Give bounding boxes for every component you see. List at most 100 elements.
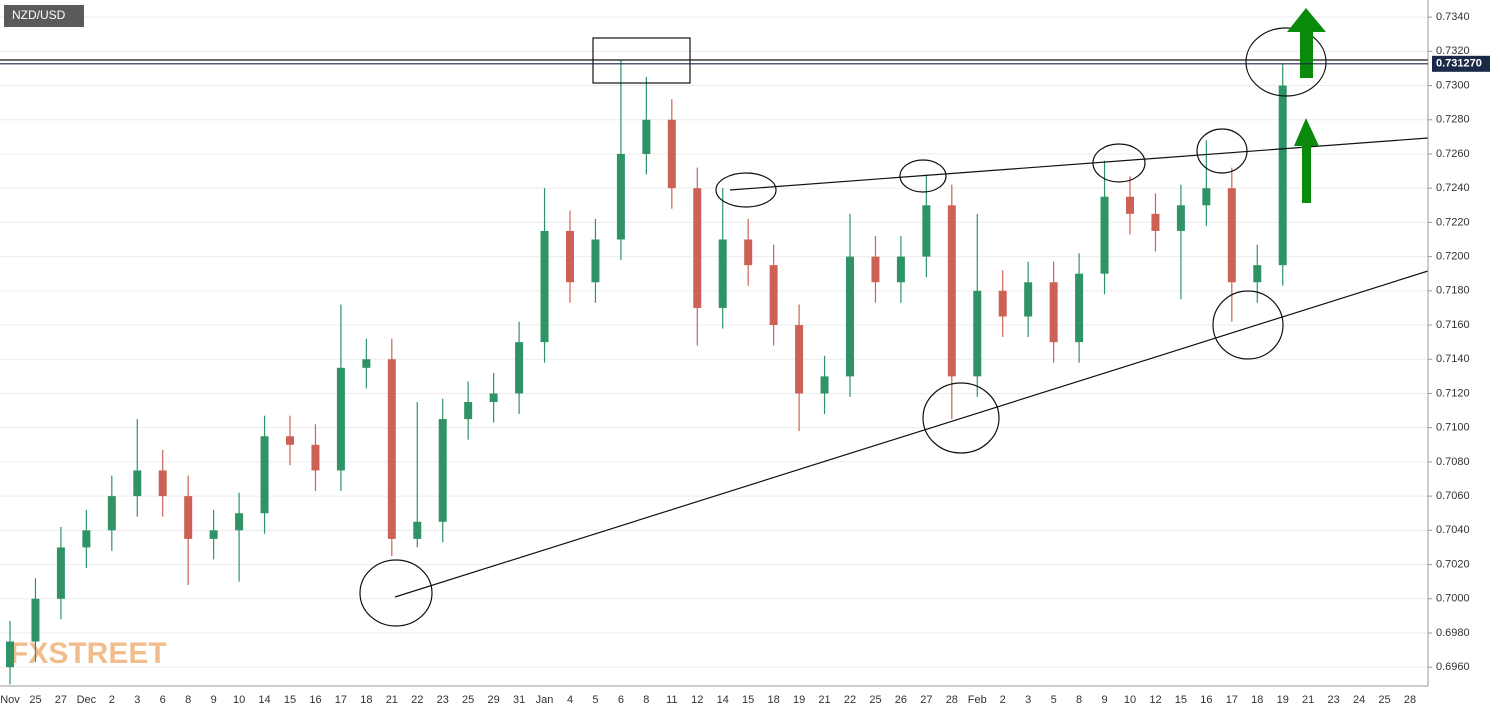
candle-body [1176,205,1185,231]
x-tick-label: 2 [1000,694,1006,706]
x-tick-label: 11 [666,694,677,706]
circle [1245,27,1327,97]
candle-body [642,119,651,154]
x-tick-label: Jan [536,694,554,706]
circle [1212,290,1284,360]
x-tick-label: 25 [462,694,474,706]
candle-body [56,547,65,599]
candle-body [387,359,396,539]
x-tick-label: 21 [1302,694,1314,706]
x-tick-label: 18 [360,694,372,706]
x-tick-label: 21 [386,694,398,706]
candle-body [1151,213,1160,231]
candle-body [795,325,804,394]
y-tick-label: 0.7240 [1436,182,1470,194]
lower-trendline [394,270,1429,598]
candle-body [1100,196,1109,274]
candle-body [846,256,854,377]
candle-body [260,436,269,514]
candle-body [693,188,702,308]
candle-body [515,342,524,394]
candle-body [362,359,371,368]
candle-body [896,256,905,283]
candle-body [998,290,1007,317]
x-tick-label: 28 [1404,694,1416,706]
arrow-up [1294,118,1319,203]
x-tick-label: 18 [768,694,780,706]
x-tick-label: Dec [77,694,97,706]
candle-body [107,496,116,531]
circle [1196,128,1248,174]
upper-trendline [729,137,1429,191]
x-tick-label: 9 [1101,694,1107,706]
candle-body [464,402,473,420]
x-tick-label: 27 [920,694,932,706]
x-tick-label: 14 [717,694,729,706]
y-tick-label: 0.7020 [1436,558,1470,570]
candle-body [31,598,40,642]
x-tick-label: 15 [742,694,754,706]
candle-body [871,256,880,283]
circle [922,382,1000,454]
x-tick-label: 17 [335,694,347,706]
x-tick-label: 8 [185,694,191,706]
x-tick-label: 15 [284,694,296,706]
x-tick-label: 31 [513,694,525,706]
candle-body [184,496,193,539]
candle-body [1024,282,1033,317]
x-tick-label: 23 [1328,694,1340,706]
x-tick-label: 28 [946,694,958,706]
circle [715,172,777,208]
circle [359,559,433,627]
title-box [4,5,84,27]
x-tick-label: Nov [0,694,20,706]
candle-body [413,521,422,539]
candle-body [922,205,931,257]
candle-body [235,513,244,531]
candle-body [744,239,753,266]
candle-body [158,470,167,497]
x-tick-label: 12 [691,694,703,706]
candle-body [718,239,727,308]
x-tick-label: 21 [818,694,830,706]
y-tick-label: 0.7320 [1436,45,1470,57]
x-tick-label: 8 [643,694,649,706]
y-tick-label: 0.7140 [1436,353,1470,365]
candle-body [489,393,498,403]
circle [1092,143,1146,183]
x-tick-label: 17 [1226,694,1238,706]
x-tick-label: 25 [1378,694,1390,706]
box [592,37,691,84]
candle-body [616,153,625,240]
candles [6,59,1287,685]
candle-body [1049,282,1058,343]
candle-body [82,530,91,548]
watermark: FXSTREET [10,637,167,670]
y-tick-label: 0.7080 [1436,456,1470,468]
candle-body [1278,85,1287,266]
candle-body [973,290,982,377]
x-tick-label: 3 [134,694,140,706]
y-tick-label: 0.7000 [1436,593,1470,605]
x-tick-label: 10 [233,694,245,706]
price-label: 0.731270 [1436,58,1482,70]
candle-body [820,376,829,394]
y-tick-label: 0.7260 [1436,148,1470,160]
price-label-box [1432,55,1490,72]
x-tick-label: 5 [592,694,598,706]
candle-body [1253,265,1262,283]
candle-body [1075,273,1084,343]
x-tick-label: 25 [29,694,41,706]
x-tick-label: 2 [109,694,115,706]
candle-body [133,470,142,497]
chart-title: NZD/USD [12,8,66,22]
x-tick-label: 6 [160,694,166,706]
candle-body [438,419,447,522]
y-tick-label: 0.7300 [1436,79,1470,91]
y-tick-label: 0.6960 [1436,661,1470,673]
candle-body [566,230,574,283]
candle-body [209,530,218,539]
x-tick-label: 8 [1076,694,1082,706]
candle-body [1202,188,1211,206]
